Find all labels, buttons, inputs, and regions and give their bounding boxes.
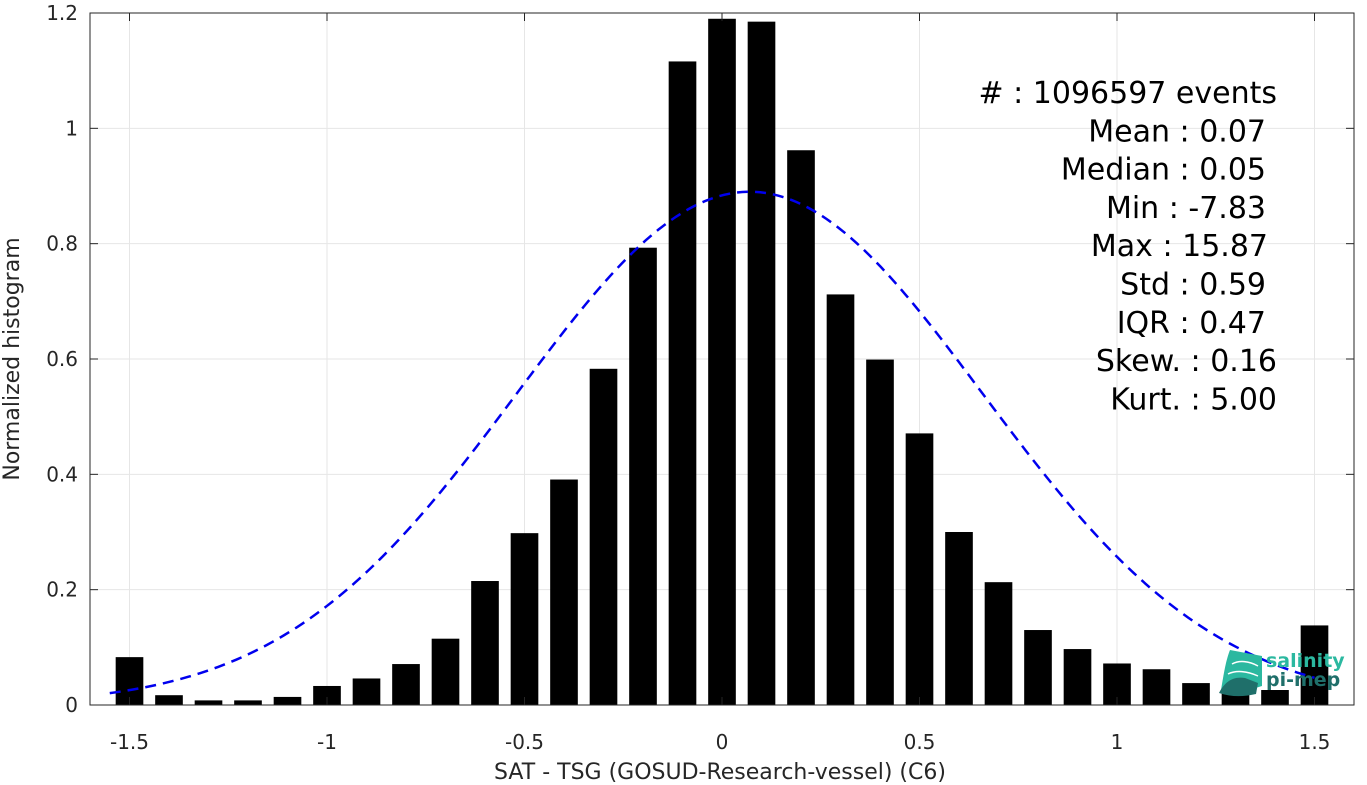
histogram-bar [668, 61, 697, 705]
y-tick-label: 1.2 [46, 1, 78, 25]
histogram-bar [392, 664, 420, 705]
salinity-pi-mep-logo: salinity pi-mep [1219, 650, 1345, 697]
histogram-bar [1142, 669, 1171, 705]
stat-line: Std : 0.59 [1120, 268, 1266, 303]
histogram-bar [273, 696, 302, 705]
histogram-bar [431, 638, 460, 705]
histogram-bar [945, 532, 973, 705]
stat-line: IQR : 0.47 [1117, 306, 1266, 341]
stat-line: # : 1096597 events [978, 76, 1277, 111]
y-tick-label: 0.6 [46, 347, 78, 371]
wave-logo-icon [1219, 650, 1262, 697]
x-tick-label: 0.5 [904, 730, 936, 754]
histogram-bar [194, 700, 223, 705]
histogram-bar [1024, 630, 1052, 705]
stat-line: Median : 0.05 [1061, 153, 1266, 188]
x-tick-label: -1 [317, 730, 337, 754]
histogram-bar [984, 582, 1013, 705]
histogram-bar [1182, 683, 1210, 705]
histogram-bar [826, 294, 855, 705]
histogram-bar [1063, 649, 1092, 705]
y-tick-label: 0 [65, 693, 78, 717]
stat-line: Kurt. : 5.00 [1110, 382, 1277, 417]
x-tick-label: 1.5 [1299, 730, 1331, 754]
histogram-bar [313, 685, 341, 705]
histogram-bar [589, 368, 618, 705]
histogram-bars [115, 18, 1329, 706]
x-axis-label: SAT - TSG (GOSUD-Research-vessel) (C6) [494, 760, 946, 785]
x-tick-label: 1 [1111, 730, 1124, 754]
normal-fit-curve [109, 190, 1315, 695]
y-tick-label: 1 [65, 116, 78, 140]
stat-line: Skew. : 0.16 [1096, 344, 1277, 379]
histogram-bar [510, 533, 539, 705]
histogram-bar [1261, 690, 1289, 705]
x-axis-ticks: -1.5 -1 -0.5 0 0.5 1 1.5 [110, 13, 1330, 754]
x-tick-label: 0 [716, 730, 729, 754]
histogram-bar [471, 581, 499, 705]
y-axis-ticks: 0 0.2 0.4 0.6 0.8 1 1.2 [46, 1, 1354, 717]
x-tick-label: -0.5 [505, 730, 544, 754]
x-tick-label: -1.5 [110, 730, 149, 754]
histogram-bar [629, 247, 657, 705]
histogram-bar [352, 678, 381, 705]
y-tick-label: 0.4 [46, 462, 78, 486]
histogram-bar [708, 18, 736, 706]
histogram-bar [866, 359, 894, 705]
y-axis-label: Normalized histogram [0, 237, 25, 480]
histogram-bar [155, 695, 183, 705]
stat-line: Mean : 0.07 [1088, 114, 1266, 149]
stat-line: Max : 15.87 [1091, 229, 1268, 264]
histogram-bar [787, 150, 815, 705]
logo-text-salinity: salinity [1266, 650, 1345, 672]
y-tick-label: 0.8 [46, 232, 78, 256]
logo-text-pi-mep: pi-mep [1266, 669, 1340, 691]
stat-line: Min : -7.83 [1106, 191, 1266, 226]
histogram-bar [234, 700, 262, 705]
histogram-bar [550, 479, 578, 705]
y-tick-label: 0.2 [46, 578, 78, 602]
histogram-bar [747, 21, 776, 705]
histogram-bar [1300, 625, 1329, 705]
histogram-bar [905, 433, 934, 705]
